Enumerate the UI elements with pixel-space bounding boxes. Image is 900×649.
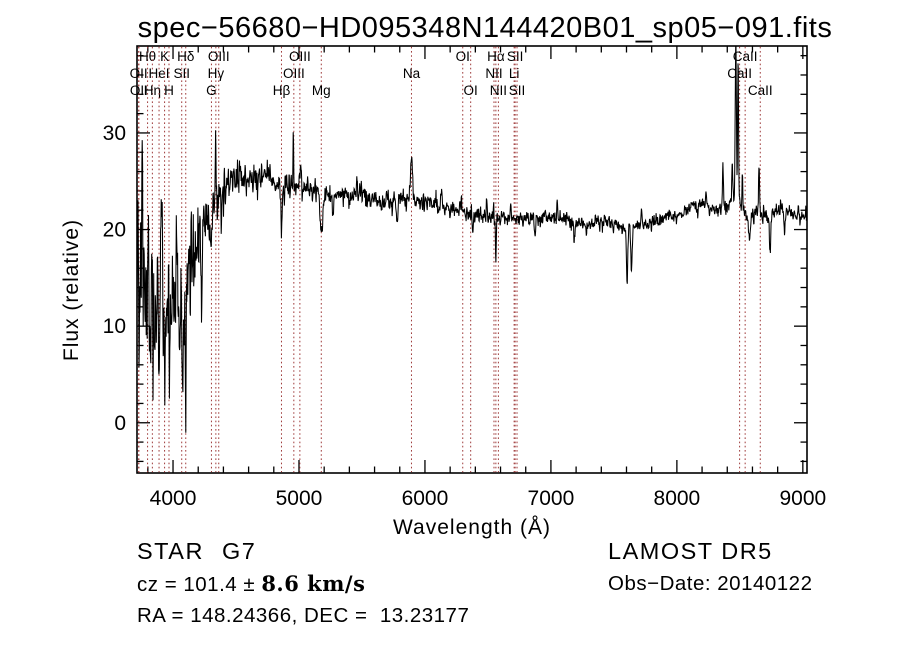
spectral-line-label: Hα <box>487 49 505 64</box>
class-label: STAR <box>137 538 204 564</box>
spectrum-trace <box>136 45 808 433</box>
x-axis-label: Wavelength (Å) <box>393 516 551 539</box>
plot-frame <box>136 45 808 474</box>
spectral-line-label: Hβ <box>273 83 291 98</box>
cz-prefix: cz = 101.4 ± <box>137 573 261 596</box>
spectral-line-label: HeI <box>149 66 170 81</box>
y-tick-label: 0 <box>114 412 126 435</box>
y-tick-label: 10 <box>103 315 126 338</box>
spectral-line-label: NII <box>485 66 502 81</box>
spectral-line-label: Hη <box>144 83 161 98</box>
spectral-line-label: H <box>164 83 174 98</box>
spectral-line-label: OIII <box>283 66 305 81</box>
radec-label: RA = 148.24366, DEC = 13.23177 <box>137 604 469 627</box>
spectral-line-label: Hγ <box>208 66 225 81</box>
spectral-lines-layer: OIIOIIHθHηHeIKHSIIHδGHγOIIIHβOIIIOIIIMgN… <box>130 46 773 473</box>
x-tick-label: 6000 <box>402 487 449 510</box>
spectral-line-label: SII <box>509 83 526 98</box>
x-tick-label: 8000 <box>654 487 701 510</box>
subclass-label: G7 <box>222 538 256 564</box>
spectral-line-label: SII <box>507 49 524 64</box>
x-tick-label: 5000 <box>276 487 323 510</box>
obsdate-label: Obs−Date: 20140122 <box>608 572 812 595</box>
spectral-line-label: OII <box>130 83 148 98</box>
spectral-line-label: CaII <box>727 66 752 81</box>
spectral-line-label: OIII <box>289 49 311 64</box>
spectral-line-label: OI <box>464 83 478 98</box>
spectral-line-label: Hδ <box>177 49 194 64</box>
spectral-line-label: OIII <box>208 49 230 64</box>
y-tick-label: 30 <box>103 122 126 145</box>
plot-title: spec−56680−HD095348N144420B01_sp05−091.f… <box>138 12 833 44</box>
y-tick-label: 20 <box>103 219 126 242</box>
spectral-line-label: NII <box>490 83 507 98</box>
x-tick-label: 9000 <box>779 487 826 510</box>
x-tick-label: 4000 <box>150 487 197 510</box>
axes-layer: 4000 5000 6000 7000 8000 9000 0 10 20 30 <box>103 45 826 510</box>
survey-label: LAMOST DR5 <box>608 538 773 564</box>
x-tick-label: 7000 <box>528 487 575 510</box>
spectral-line-label: Li <box>509 66 520 81</box>
spectral-line-label: Na <box>403 66 421 81</box>
cz-error-value: 8.6 km/s <box>261 571 365 596</box>
cz-label: cz = 101.4 ± 8.6 km/s <box>137 571 365 596</box>
spectral-line-label: SII <box>173 66 190 81</box>
spectral-line-label: K <box>160 49 169 64</box>
spectral-line-label: G <box>206 83 217 98</box>
spectral-line-label: OI <box>456 49 470 64</box>
spectral-line-label: CaII <box>733 49 758 64</box>
spectral-line-label: CaII <box>748 83 773 98</box>
spectral-line-label: Hθ <box>139 49 156 64</box>
y-axis-label: Flux (relative) <box>60 219 83 361</box>
spectral-line-label: Mg <box>312 83 331 98</box>
